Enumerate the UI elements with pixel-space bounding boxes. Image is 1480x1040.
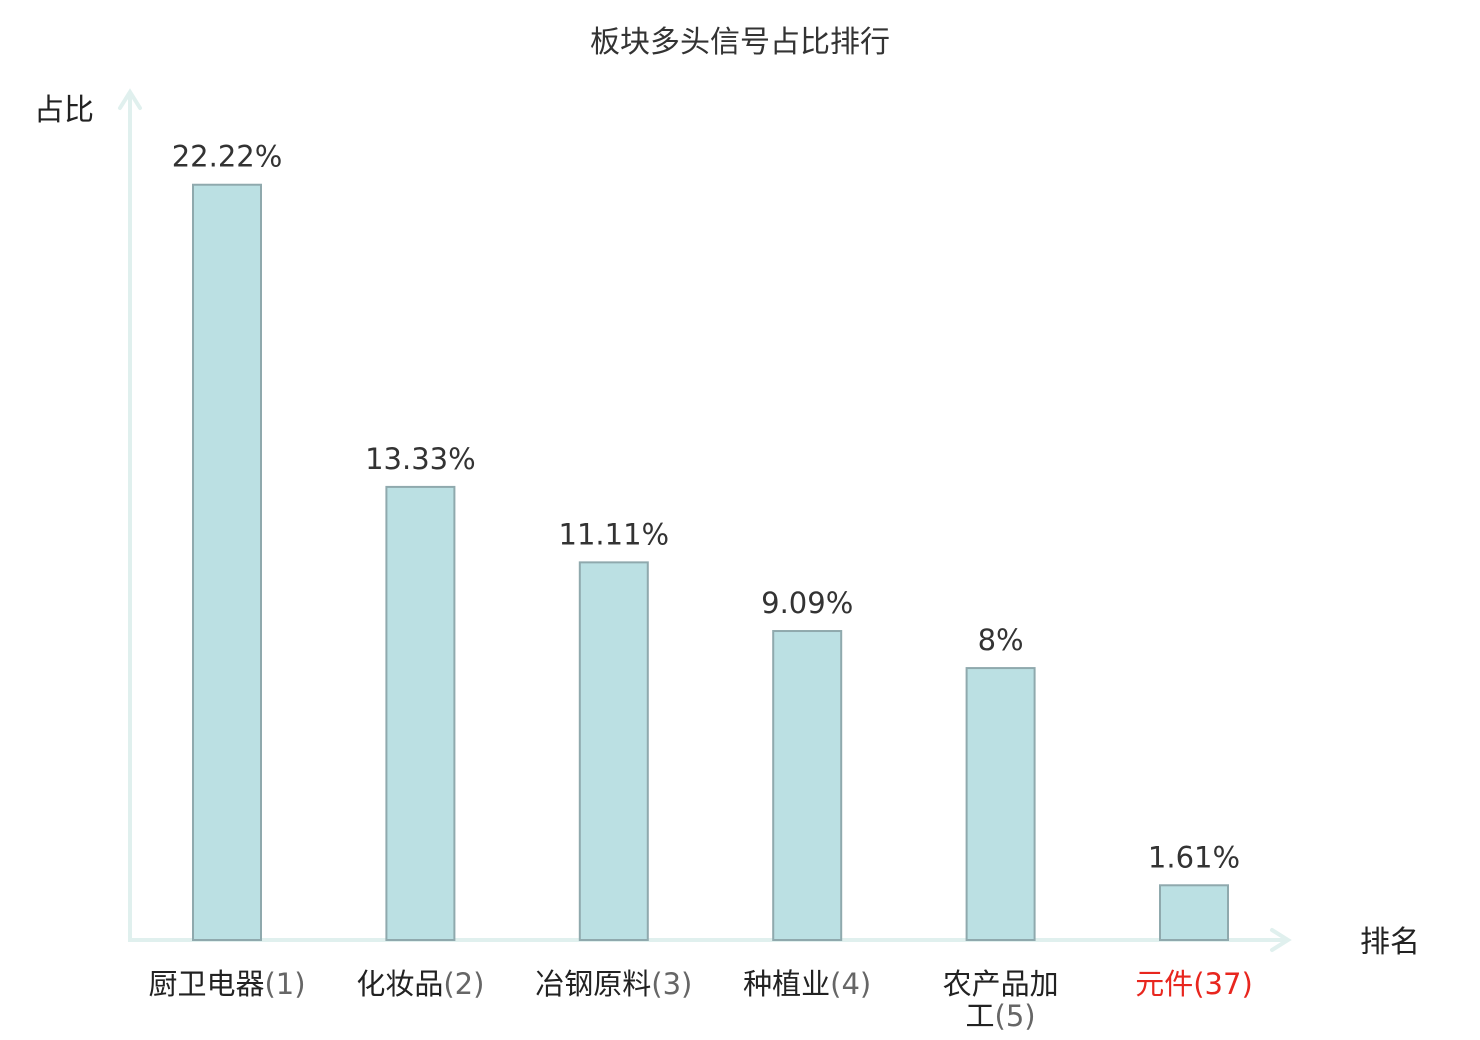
bar (965, 667, 1036, 941)
bar-series (192, 183, 1229, 942)
bar-value-label: 22.22% (172, 140, 283, 174)
x-axis (128, 928, 1292, 952)
category-label: 厨卫电器(1) (148, 967, 305, 1001)
bar-value-label: 8% (978, 623, 1024, 657)
value-labels: 22.22% 13.33% 11.11% 9.09% 8% 1.61% (172, 140, 1240, 875)
category-label: 种植业(4) (743, 967, 871, 1001)
bar-value-label: 11.11% (559, 517, 670, 551)
bar-value-label: 1.61% (1148, 840, 1240, 874)
bar-value-label: 13.33% (365, 442, 476, 476)
y-axis (118, 88, 142, 940)
y-axis-label: 占比 (34, 93, 94, 128)
bar (578, 561, 649, 941)
category-label: 化妆品(2) (356, 967, 484, 1001)
bar (385, 485, 456, 941)
category-label: 农产品加 (943, 967, 1059, 1001)
bar (192, 183, 262, 941)
x-axis-label: 排名 (1360, 925, 1420, 960)
x-axis-arrow-icon (1270, 928, 1292, 952)
bar (1159, 884, 1229, 941)
category-label: 冶钢原料(3) (535, 967, 692, 1001)
bar-value-label: 9.09% (761, 586, 853, 620)
category-label: 元件(37) (1135, 967, 1253, 1001)
category-label: 工(5) (966, 999, 1036, 1033)
chart-title: 板块多头信号占比排行 (590, 25, 890, 60)
bar (772, 630, 843, 942)
y-axis-arrow-icon (118, 88, 142, 110)
